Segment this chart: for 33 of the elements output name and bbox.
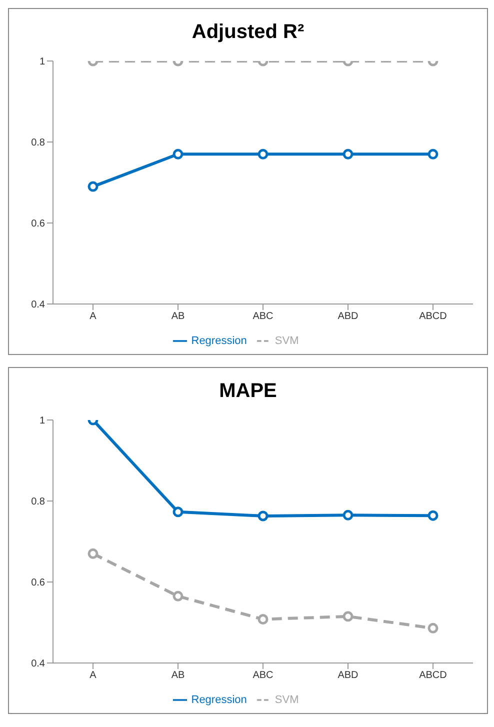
y-tick-label: 0.4 bbox=[31, 300, 46, 311]
y-tick-label: 0.6 bbox=[31, 218, 46, 230]
chart-title: MAPE bbox=[218, 379, 278, 404]
point bbox=[88, 548, 98, 559]
x-tick-label: AB bbox=[171, 311, 185, 322]
x-tick-label: ABCD bbox=[419, 311, 447, 322]
legend-label: Regression bbox=[191, 694, 247, 706]
y-tick-label: 1 bbox=[39, 56, 46, 68]
legend-label: SVM bbox=[274, 334, 299, 347]
point bbox=[258, 614, 268, 625]
point bbox=[342, 510, 354, 520]
x-tick-label: ABCD bbox=[419, 670, 447, 682]
x-tick-label: ABD bbox=[338, 670, 358, 682]
y-tick-label: 0.8 bbox=[31, 496, 46, 508]
x-tick-label: ABC bbox=[252, 311, 274, 322]
point bbox=[342, 611, 354, 622]
legend-label: Regression bbox=[191, 334, 247, 347]
point bbox=[428, 622, 438, 634]
point bbox=[428, 510, 438, 521]
legend-label: SVM bbox=[274, 694, 299, 706]
x-tick-label: A bbox=[90, 670, 97, 682]
point bbox=[172, 506, 184, 518]
x-tick-label: AB bbox=[171, 670, 185, 682]
y-tick-label: 0.8 bbox=[31, 138, 46, 149]
x-tick-label: A bbox=[90, 311, 97, 322]
point bbox=[172, 590, 184, 602]
chart-title: Adjusted R² bbox=[190, 20, 306, 45]
x-tick-label: ABC bbox=[252, 670, 274, 682]
point bbox=[258, 510, 268, 522]
x-tick-label: ABD bbox=[338, 311, 358, 322]
y-tick-label: 0.4 bbox=[31, 658, 46, 670]
y-tick-label: 0.6 bbox=[31, 578, 46, 589]
y-tick-label: 1 bbox=[39, 416, 46, 427]
